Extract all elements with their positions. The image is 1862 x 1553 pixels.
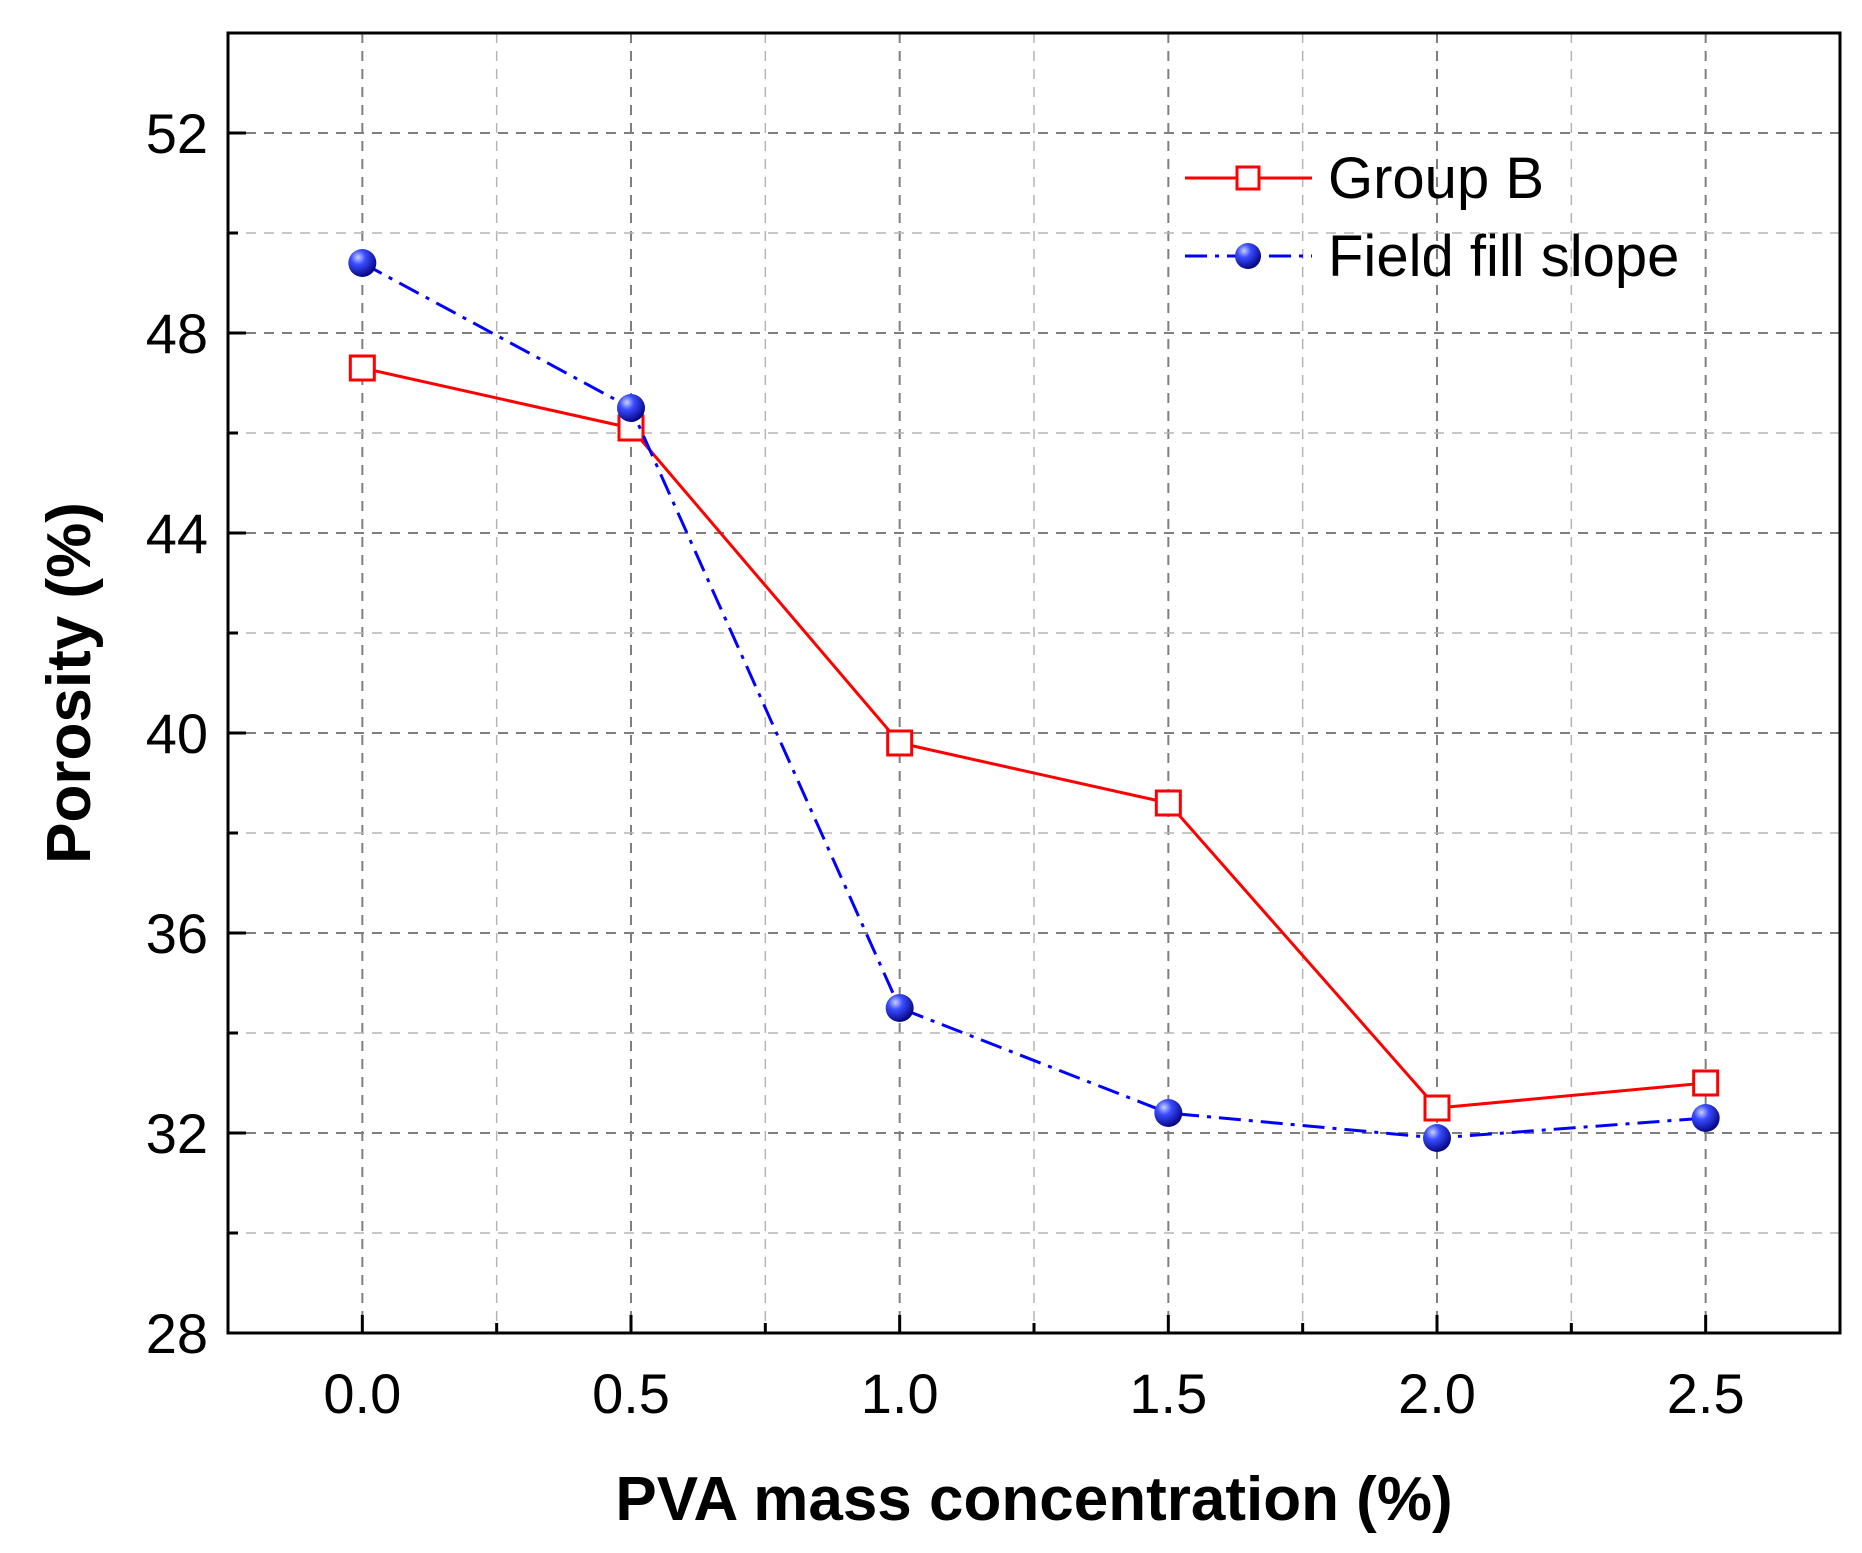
series-line-group-b — [362, 366, 1706, 1110]
data-point-group-b — [348, 354, 376, 382]
data-point-field-fill-slope — [348, 249, 377, 277]
legend: Group B Field fill slope — [1185, 146, 1679, 289]
y-tick-label: 36 — [146, 902, 208, 965]
x-tick-label: 2.5 — [1667, 1362, 1745, 1425]
data-point-field-fill-slope — [1423, 1124, 1451, 1152]
data-point-field-fill-slope — [885, 994, 914, 1022]
y-tick-label: 44 — [146, 502, 208, 565]
legend-label-field-fill-slope: Field fill slope — [1328, 224, 1679, 289]
data-point-group-b — [886, 729, 914, 757]
grid-layer — [228, 33, 1840, 1333]
data-point-field-fill-slope — [617, 394, 645, 422]
series-layer — [348, 249, 1720, 1152]
legend-label-group-b: Group B — [1328, 146, 1544, 211]
y-tick-label: 40 — [146, 702, 208, 765]
series-line-field-fill-slope — [361, 261, 1706, 1140]
data-point-group-b — [1692, 1069, 1720, 1097]
x-tick-label: 0.5 — [592, 1362, 670, 1425]
x-axis-title: PVA mass concentration (%) — [615, 1465, 1452, 1534]
legend-item-field-fill-slope: Field fill slope — [1185, 224, 1679, 289]
x-tick-label: 0.0 — [323, 1362, 401, 1425]
y-tick-label: 52 — [146, 102, 208, 165]
data-point-group-b — [1423, 1094, 1451, 1122]
y-axis-title: Porosity (%) — [35, 502, 104, 864]
legend-item-group-b: Group B — [1185, 146, 1544, 211]
x-tick-label: 2.0 — [1398, 1362, 1476, 1425]
y-tick-label: 48 — [146, 302, 208, 365]
x-tick-label: 1.0 — [861, 1362, 939, 1425]
legend-marker-group-b — [1235, 165, 1261, 191]
data-point-field-fill-slope — [1154, 1099, 1183, 1127]
legend-marker-field-fill-slope — [1235, 243, 1261, 269]
y-tick-label: 32 — [146, 1102, 208, 1165]
y-tick-label: 28 — [146, 1302, 208, 1365]
data-point-group-b — [1154, 789, 1182, 817]
x-tick-label: 1.5 — [1129, 1362, 1207, 1425]
data-point-field-fill-slope — [1691, 1104, 1720, 1132]
tick-layer: 0.0 0.5 1.0 1.5 2.0 2.5 28 32 36 40 44 48 52 — [146, 31, 1745, 1425]
